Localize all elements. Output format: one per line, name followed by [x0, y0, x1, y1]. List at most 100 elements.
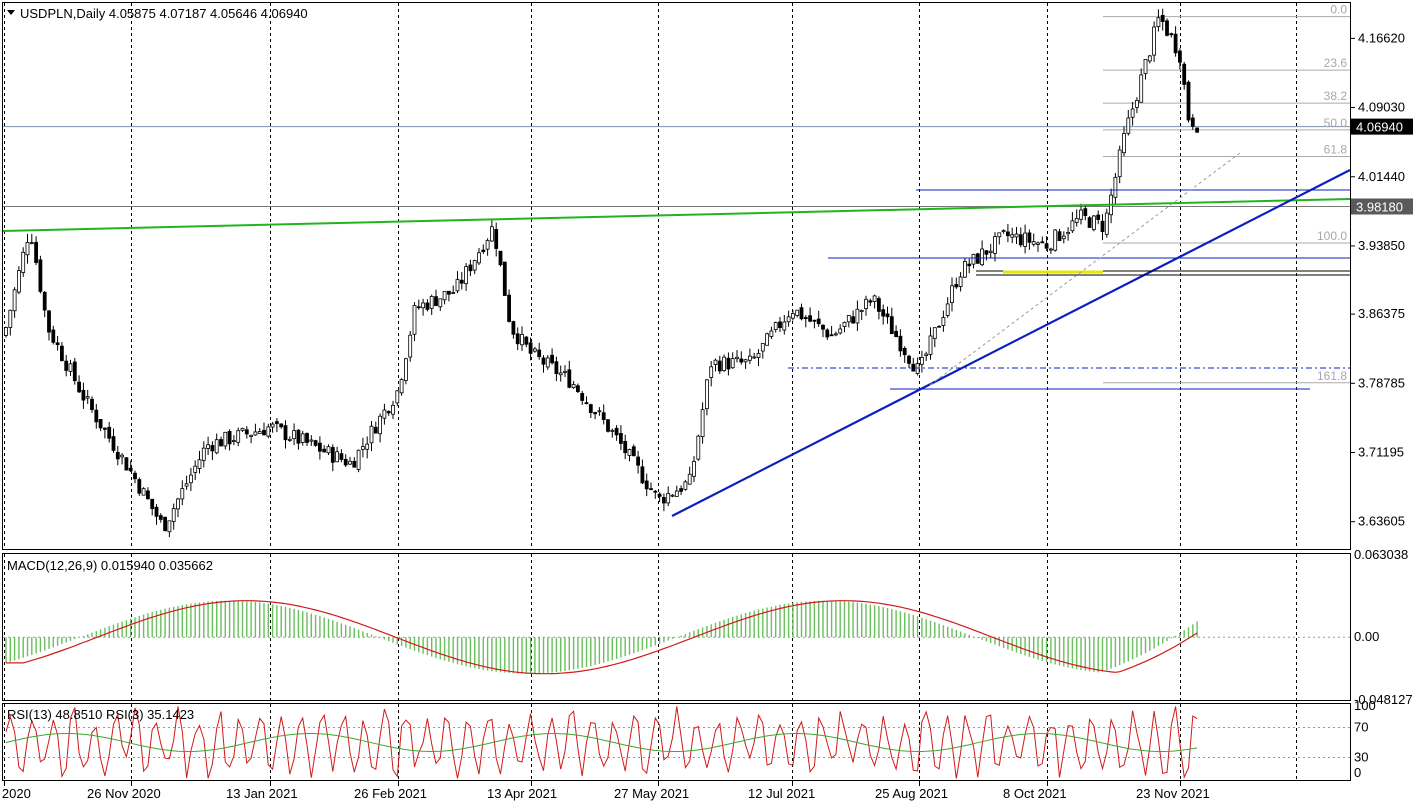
candle-body [1147, 55, 1152, 62]
candle-body [477, 252, 481, 264]
candle-body [133, 472, 137, 480]
candle-body [1100, 220, 1105, 233]
date-tick-label: 13 Oct 2020 [0, 786, 31, 801]
candle-body [838, 328, 843, 334]
candle-body [262, 429, 266, 436]
date-tick-label: 23 Nov 2021 [1136, 786, 1210, 801]
candle-body [520, 334, 524, 346]
date-tick-label: 13 Apr 2021 [487, 786, 557, 801]
fib-level-label: 50.0 [1324, 116, 1348, 130]
candle-body [1195, 127, 1199, 133]
candle-body [937, 325, 941, 328]
candle-body [644, 480, 649, 490]
candle-body [128, 467, 133, 472]
rsi-tick-label: 100 [1354, 698, 1376, 713]
candle-body [330, 447, 335, 463]
candle-body [317, 442, 322, 452]
candle-body [649, 488, 653, 491]
candle-body [51, 329, 56, 343]
candle-body [705, 379, 709, 410]
price-tick-label: 3.93850 [1358, 238, 1405, 253]
fib-level-label: 38.2 [1324, 89, 1348, 103]
candle-body [1156, 17, 1161, 27]
candle-body [614, 427, 619, 436]
candle-body [576, 385, 580, 392]
date-tick-label: 26 Feb 2021 [354, 786, 427, 801]
resistance-trendline [2, 198, 1351, 232]
candle-body [348, 460, 352, 465]
candle-body [1160, 14, 1165, 23]
date-tick-label: 25 Aug 2021 [875, 786, 948, 801]
candle-body [240, 428, 245, 431]
date-tick-label: 8 Oct 2021 [1003, 786, 1067, 801]
candle-body [322, 448, 327, 453]
candle-body [81, 389, 86, 401]
macd-series [5, 600, 1198, 675]
candle-body [343, 458, 348, 466]
candle-body [313, 440, 318, 446]
candle-body [16, 270, 21, 293]
candle-body [300, 433, 305, 443]
candle-body [1061, 235, 1066, 240]
candle-body [920, 357, 924, 365]
candle-body [180, 488, 185, 500]
candle-body [885, 313, 890, 318]
candle-body [1143, 59, 1148, 75]
price-tick-label: 4.09030 [1358, 100, 1405, 115]
date-tick-label: 27 May 2021 [614, 786, 689, 801]
candle-body [872, 295, 877, 302]
candle-body [481, 249, 486, 253]
candle-body [1126, 117, 1131, 134]
price-tick-label: 3.63605 [1358, 514, 1405, 529]
candle-body [687, 473, 692, 485]
date-tick-label: 12 Jul 2021 [748, 786, 815, 801]
candle-body [773, 322, 778, 330]
candle-body [373, 426, 378, 434]
date-tick-label: 13 Jan 2021 [226, 786, 298, 801]
candle-body [1169, 33, 1174, 36]
candle-body [305, 433, 309, 443]
dropdown-arrow-icon[interactable] [7, 10, 15, 15]
candle-body [795, 309, 800, 316]
candle-body [1044, 243, 1049, 249]
fib-level-label: 161.8 [1317, 369, 1347, 383]
candle-body [197, 459, 202, 469]
candle-body [382, 409, 387, 419]
candle-body [416, 306, 421, 309]
candle-body [25, 242, 30, 256]
candle-body [455, 279, 460, 292]
candle-body [8, 309, 13, 328]
candle-body [188, 474, 193, 484]
candle-body [524, 336, 529, 345]
candle-body [1130, 108, 1135, 118]
candle-body [821, 324, 825, 330]
candle-body [709, 366, 714, 378]
candle-body [227, 431, 232, 445]
candle-body [679, 488, 683, 492]
candle-body [915, 363, 920, 374]
rsi-tick-label: 70 [1354, 720, 1368, 735]
candle-body [657, 493, 662, 497]
candle-body [877, 298, 881, 312]
candle-body [55, 342, 60, 346]
level-price-label: 3.98180 [1356, 199, 1403, 214]
candle-body [38, 259, 43, 292]
candle-body [627, 449, 632, 456]
candle-body [485, 240, 490, 250]
candle-body [85, 396, 90, 399]
candle-body [558, 372, 563, 376]
candle-body [636, 456, 640, 466]
candle-body [963, 261, 967, 278]
candle-body [137, 479, 142, 494]
candle-body [730, 358, 735, 369]
candle-body [68, 363, 73, 372]
candle-body [94, 409, 99, 423]
candle-body [47, 310, 51, 333]
candle-body [438, 298, 443, 308]
candle-body [859, 309, 864, 313]
candle-body [1186, 81, 1191, 121]
candle-body [1104, 212, 1109, 235]
candle-body [1053, 229, 1058, 251]
candle-body [765, 333, 769, 346]
